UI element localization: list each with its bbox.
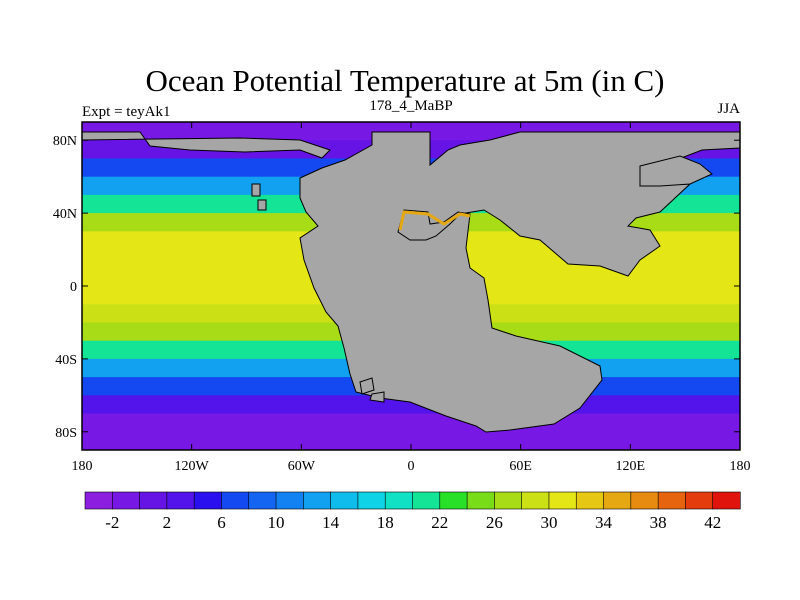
colorbar-swatch — [712, 491, 741, 510]
island — [359, 377, 375, 395]
eastern-north-landmass — [639, 155, 713, 187]
experiment-label: Expt = teyAk1 — [82, 104, 170, 120]
colorbar-swatch — [575, 491, 605, 510]
x-tick-label: 0 — [408, 459, 415, 474]
temperature-band — [82, 431, 740, 451]
y-tick-label: 40N — [53, 207, 77, 222]
colorbar-label: 22 — [431, 513, 448, 532]
plot-title: Ocean Potential Temperature at 5m (in C) — [146, 63, 665, 98]
temperature-band — [82, 413, 740, 433]
colorbar-label: 42 — [704, 513, 721, 532]
colorbar-label: -2 — [105, 513, 119, 532]
north-polar-land — [81, 131, 331, 159]
x-tick-label: 120E — [616, 459, 646, 474]
x-tick-label: 180 — [72, 459, 93, 474]
period-label: 178_4_MaBP — [369, 98, 452, 114]
tethys-warm-coast — [398, 210, 471, 231]
colorbar-swatch — [630, 491, 659, 510]
map-panel: 180 120W 60W 0 60E 120E 180 80N 40N 0 40S 80S — [53, 121, 751, 474]
island — [251, 183, 261, 197]
colorbar-swatch — [657, 491, 687, 510]
x-axis: 180 120W 60W 0 60E 120E 180 — [72, 122, 751, 474]
colorbar-label: 10 — [268, 513, 285, 532]
colorbar: -2 2 6 10 14 18 22 26 30 34 38 42 — [84, 491, 741, 532]
y-tick-label: 80N — [53, 134, 77, 149]
colorbar-swatch — [330, 491, 359, 510]
colorbar-swatch — [166, 491, 195, 510]
colorbar-swatch — [111, 491, 141, 510]
colorbar-swatch — [139, 491, 168, 510]
colorbar-label: 2 — [163, 513, 172, 532]
colorbar-swatch — [84, 491, 113, 510]
colorbar-swatch — [221, 491, 250, 510]
colorbar-swatch — [303, 491, 332, 510]
colorbar-label: 14 — [322, 513, 340, 532]
y-tick-label: 0 — [70, 280, 77, 295]
colorbar-swatch — [603, 491, 632, 510]
x-tick-label: 180 — [730, 459, 751, 474]
island — [369, 391, 385, 403]
colorbar-swatch — [548, 491, 577, 510]
colorbar-label: 18 — [377, 513, 394, 532]
colorbar-swatch — [357, 491, 386, 510]
season-label: JJA — [717, 101, 740, 117]
colorbar-swatch — [439, 491, 468, 510]
x-tick-label: 120W — [175, 459, 210, 474]
colorbar-label: 6 — [217, 513, 226, 532]
colorbar-label: 26 — [486, 513, 503, 532]
colorbar-label: 38 — [650, 513, 667, 532]
colorbar-swatch — [521, 491, 550, 510]
pangaea-landmass — [81, 131, 741, 433]
colorbar-label: 30 — [540, 513, 557, 532]
colorbar-label: 34 — [595, 513, 613, 532]
colorbar-swatch — [248, 491, 277, 510]
y-axis: 80N 40N 0 40S 80S — [53, 134, 740, 441]
colorbar-swatch — [193, 491, 223, 510]
colorbar-swatch — [685, 491, 714, 510]
colorbar-swatch — [384, 491, 414, 510]
colorbar-swatch — [466, 491, 495, 510]
y-tick-label: 80S — [55, 426, 77, 441]
island — [257, 199, 267, 211]
x-tick-label: 60W — [288, 459, 316, 474]
tethys-warm-outline — [398, 210, 471, 231]
y-tick-label: 40S — [55, 353, 77, 368]
colorbar-swatch — [494, 491, 523, 510]
colorbar-swatch — [412, 491, 441, 510]
x-tick-label: 60E — [509, 459, 532, 474]
colorbar-swatch — [275, 491, 304, 510]
